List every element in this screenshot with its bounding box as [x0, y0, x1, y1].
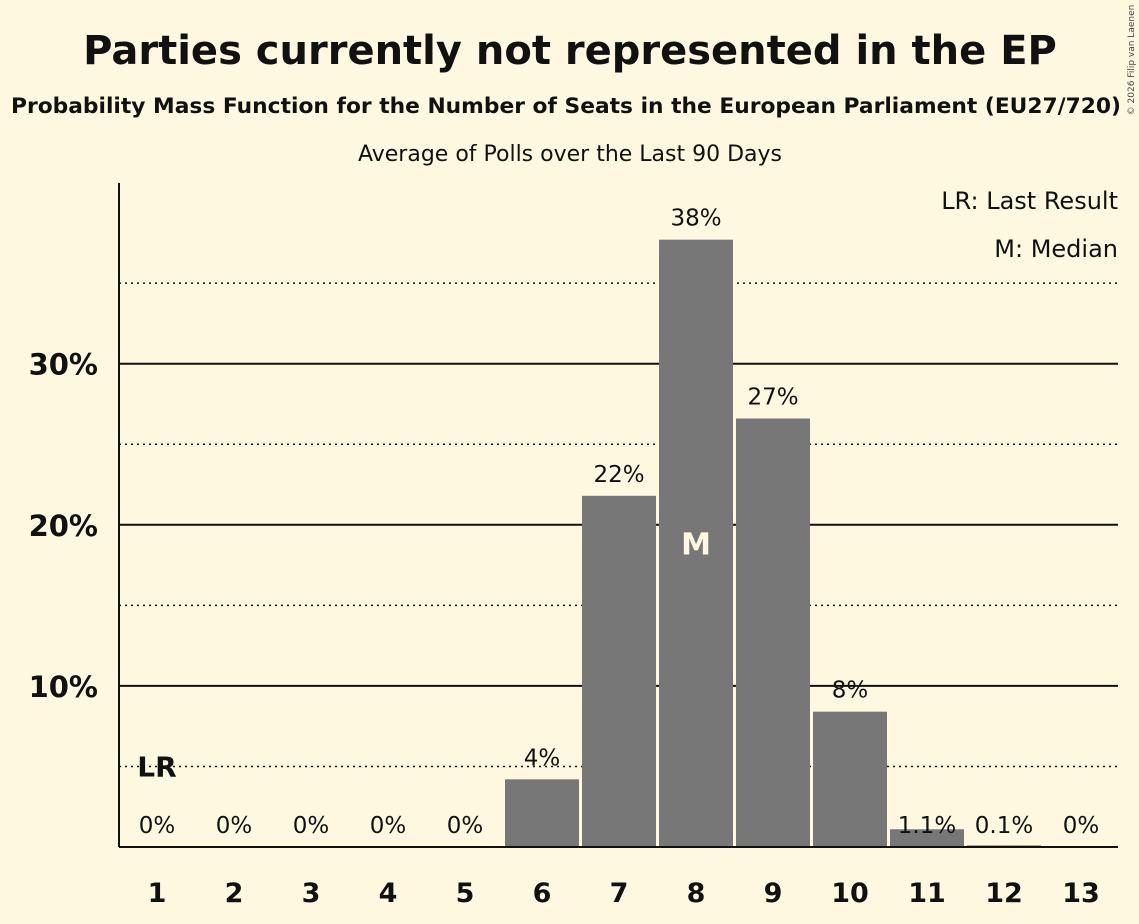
- bar-seat-6: [505, 779, 579, 847]
- bar-value-label: 0%: [139, 813, 176, 839]
- bar-value-label: 0%: [293, 813, 330, 839]
- bar-seat-9: [736, 418, 810, 847]
- bar-seat-11: [890, 829, 964, 847]
- chart-subtitle: Probability Mass Function for the Number…: [11, 94, 1121, 118]
- bar-value-label: 4%: [524, 745, 561, 771]
- x-tick-label: 7: [610, 878, 629, 909]
- bar-seat-7: [582, 495, 656, 847]
- axes: 10%20%30%1 2 3 4 5 6 7 8 9 10 11 12 13: [29, 183, 1118, 909]
- x-tick-label: 3: [302, 878, 321, 909]
- bar-value-label: 8%: [832, 678, 869, 704]
- markers: M LR: [137, 527, 711, 783]
- bar-value-label: 22%: [593, 462, 644, 488]
- x-tick-label: 1: [148, 878, 167, 909]
- bars: [505, 239, 1041, 847]
- x-tick-label: 4: [379, 878, 398, 909]
- bar-value-label: 27%: [747, 384, 798, 410]
- bar-value-label: 1.1%: [898, 813, 956, 839]
- bar-seat-8: [659, 239, 733, 847]
- x-tick-label: 6: [533, 878, 552, 909]
- bar-value-label: 0%: [216, 813, 253, 839]
- x-tick-label: 8: [687, 878, 706, 909]
- bar-value-label: 0%: [370, 813, 407, 839]
- last-result-marker: LR: [137, 750, 176, 783]
- y-tick-label: 20%: [29, 509, 98, 543]
- bar-value-label: 38%: [670, 206, 721, 232]
- x-tick-label: 10: [831, 878, 869, 909]
- legend-last-result: LR: Last Result: [941, 187, 1118, 215]
- legend-median: M: Median: [994, 235, 1118, 263]
- x-tick-label: 13: [1062, 878, 1100, 909]
- median-marker: M: [681, 527, 711, 562]
- bar-value-label: 0.1%: [975, 813, 1033, 839]
- x-tick-label: 2: [225, 878, 244, 909]
- bar-value-label: 0%: [1063, 813, 1100, 839]
- chart-subtitle-polls: Average of Polls over the Last 90 Days: [358, 142, 782, 167]
- x-tick-label: 9: [764, 878, 783, 909]
- y-tick-label: 10%: [29, 670, 98, 704]
- bar-seat-10: [813, 711, 887, 847]
- x-tick-label: 11: [908, 878, 946, 909]
- bar-value-label: 0%: [447, 813, 484, 839]
- copyright-notice: © 2026 Filip van Laenen: [1127, 5, 1137, 116]
- chart-title: Parties currently not represented in the…: [83, 28, 1057, 74]
- x-tick-label: 12: [985, 878, 1023, 909]
- x-tick-label: 5: [456, 878, 475, 909]
- bar-value-labels: 0% 0% 0% 0% 0% 4% 22% 38% 27% 8% 1.1% 0.1% 0%: [139, 206, 1100, 839]
- y-tick-label: 30%: [29, 348, 98, 382]
